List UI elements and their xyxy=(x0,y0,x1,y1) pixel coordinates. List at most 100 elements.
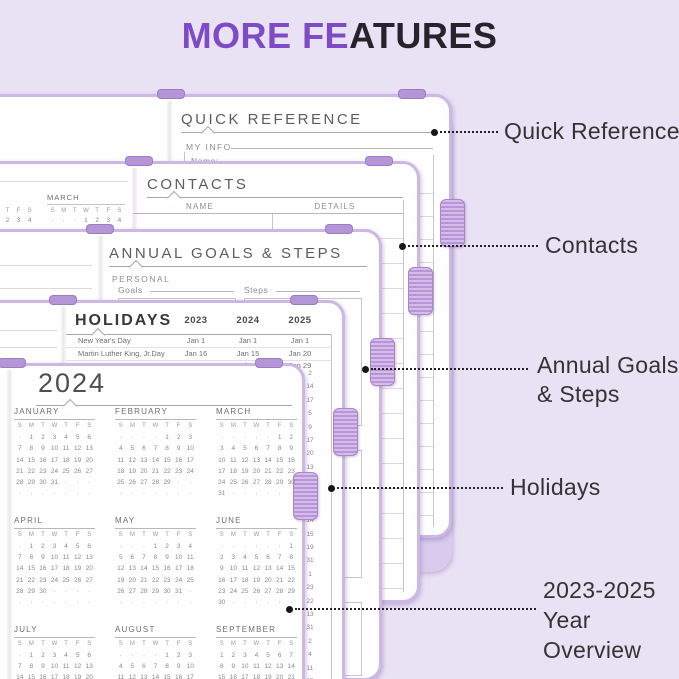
day-cell: 24 xyxy=(218,479,226,487)
day-cell: 15 xyxy=(27,456,35,464)
day-cell: 23 xyxy=(175,467,183,475)
day-cell: 11 xyxy=(117,674,125,679)
day-cell: 31 xyxy=(218,490,226,498)
header-underline xyxy=(36,405,292,406)
day-cell: 26 xyxy=(74,467,82,475)
day-cell: 14 xyxy=(151,456,160,464)
day-cell: · xyxy=(119,599,122,607)
day-cell: 23 xyxy=(39,576,47,584)
edge-date: 1 xyxy=(308,570,312,578)
callout-label-contacts: Contacts xyxy=(545,231,638,260)
day-cell: 15 xyxy=(27,565,35,573)
day-cell: · xyxy=(232,434,235,441)
day-cell: 17 xyxy=(50,674,59,679)
day-letter: T xyxy=(41,423,45,429)
day-cell: 29 xyxy=(27,587,35,595)
day-cell: 1 xyxy=(84,217,88,224)
day-cell: 14 xyxy=(276,565,284,573)
day-letter: S xyxy=(118,423,123,429)
day-cell: · xyxy=(266,599,270,607)
day-letter: W xyxy=(51,531,58,538)
day-cell: 28 xyxy=(276,587,284,595)
day-cell: 21 xyxy=(276,576,284,584)
day-cell: 4 xyxy=(254,651,259,659)
day-cell: 11 xyxy=(253,662,260,670)
divider-line xyxy=(276,291,360,292)
day-cell: 18 xyxy=(252,674,261,679)
day-cell: 7 xyxy=(266,445,270,453)
day-cell: 5 xyxy=(75,651,80,659)
day-cell: 9 xyxy=(176,662,181,670)
column-header-name: NAME xyxy=(186,202,214,211)
day-cell: 12 xyxy=(117,565,125,573)
day-cell: 20 xyxy=(276,674,284,679)
day-cell: 17 xyxy=(50,456,59,464)
day-cell: 24 xyxy=(50,467,59,475)
day-cell: · xyxy=(189,479,192,487)
day-cell: 16 xyxy=(287,456,295,464)
day-cell: 18 xyxy=(62,456,70,464)
elastic-tab xyxy=(157,89,185,99)
day-letter: W xyxy=(253,640,260,647)
day-letter: W xyxy=(152,423,159,429)
month-calendar: JUNE S M T W T F S · · · · · · 1 2 3 4 5 6 7 8 9 10 11 12 13 14 15 16… xyxy=(216,516,297,609)
day-cell: 13 xyxy=(128,565,136,573)
day-cell: 3 xyxy=(52,434,57,441)
day-cell: · xyxy=(18,434,21,441)
day-cell: · xyxy=(76,479,79,487)
day-cell: · xyxy=(62,217,65,224)
day-letter: S xyxy=(219,531,224,538)
day-cell: · xyxy=(266,434,270,441)
day-letter: S xyxy=(289,423,294,429)
callout-dot xyxy=(431,129,438,136)
callout-text: Holidays xyxy=(510,474,601,500)
day-letter: F xyxy=(16,208,21,214)
edge-date: 4 xyxy=(308,651,312,659)
margin-line xyxy=(433,155,434,527)
day-cell: 15 xyxy=(276,456,284,464)
day-cell: 12 xyxy=(128,674,136,679)
callout-leader xyxy=(337,487,503,489)
day-cell: 28 xyxy=(140,587,148,595)
day-cell: 5 xyxy=(130,662,135,670)
callout-dot xyxy=(362,366,369,373)
day-cell: 17 xyxy=(186,674,194,679)
day-cell: 29 xyxy=(276,479,284,487)
day-letter: M xyxy=(230,531,236,538)
day-cell: 10 xyxy=(186,445,194,453)
day-cell: 19 xyxy=(264,674,272,679)
day-cell: 2 xyxy=(165,542,169,550)
day-cell: 14 xyxy=(287,662,295,670)
day-cell: 19 xyxy=(74,456,82,464)
day-cell: 17 xyxy=(241,674,249,679)
day-letter: T xyxy=(64,423,68,429)
underline-notch xyxy=(200,125,216,141)
day-cell: 2 xyxy=(219,554,224,562)
day-cell: 19 xyxy=(74,674,82,679)
elastic-tab xyxy=(365,156,393,166)
day-cell: · xyxy=(278,490,281,498)
day-cell: 15 xyxy=(151,565,160,573)
day-letter: S xyxy=(117,208,122,214)
day-cell: 12 xyxy=(264,662,272,670)
day-cell: 10 xyxy=(218,456,226,464)
day-cell: 5 xyxy=(75,434,80,441)
month-name: FEBRUARY xyxy=(115,407,196,420)
day-cell: 13 xyxy=(140,674,148,679)
day-cell: 22 xyxy=(151,576,160,584)
day-cell: · xyxy=(266,542,270,550)
day-cell: 11 xyxy=(62,554,70,562)
day-cell: · xyxy=(76,587,79,595)
mini-month-grid: S M T W T F S · · · 1 2 3 4 xyxy=(47,206,125,226)
day-cell: 11 xyxy=(62,662,70,670)
day-cell: 27 xyxy=(252,479,261,487)
day-cell: 8 xyxy=(29,662,34,670)
callout-text: 2023-2025 xyxy=(543,577,656,603)
day-letter: T xyxy=(243,640,247,647)
callout-text: Annual Goals xyxy=(537,352,679,378)
day-cell: · xyxy=(30,599,33,607)
day-cell: · xyxy=(177,490,180,498)
card-header: ANNUAL GOALS & STEPS xyxy=(109,245,343,262)
day-cell: · xyxy=(76,599,79,607)
